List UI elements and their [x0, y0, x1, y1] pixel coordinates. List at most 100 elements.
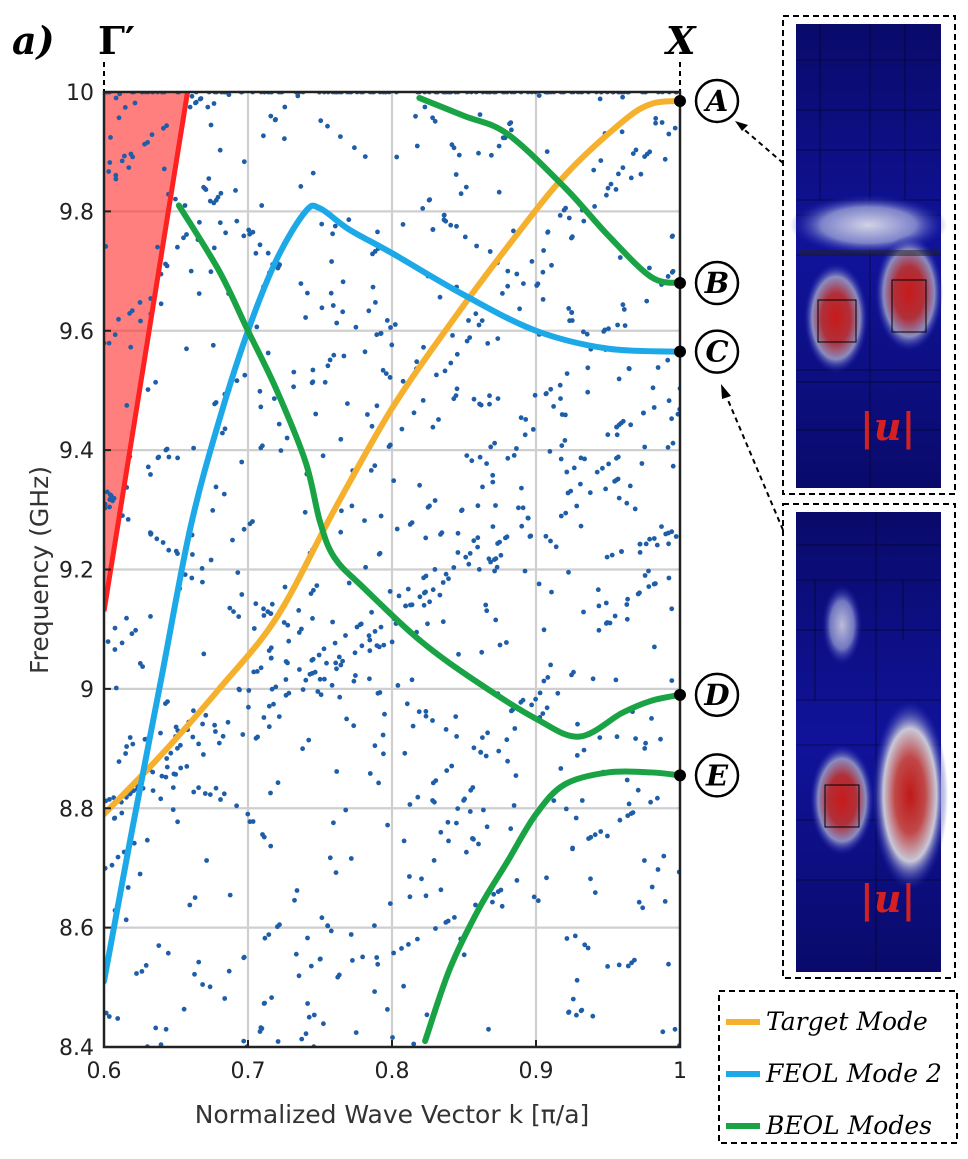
scatter-point	[522, 568, 528, 574]
scatter-point	[389, 639, 395, 645]
scatter-point	[184, 346, 189, 352]
scatter-point	[251, 626, 257, 631]
scatter-point	[564, 371, 570, 376]
scatter-point	[613, 677, 619, 683]
scatter-point	[239, 459, 245, 465]
scatter-point	[544, 705, 550, 711]
scatter-point	[105, 639, 111, 644]
scatter-point	[213, 197, 219, 203]
scatter-point	[493, 556, 499, 561]
scatter-point	[537, 690, 543, 696]
series-line-beol-modes	[175, 202, 680, 740]
scatter-point	[640, 905, 646, 911]
scatter-point	[405, 586, 411, 592]
scatter-point	[387, 589, 393, 594]
scatter-point	[262, 1000, 267, 1006]
scatter-point	[595, 587, 601, 593]
scatter-point	[154, 536, 160, 542]
marker-circle	[694, 753, 740, 798]
x-tick-label: 1	[673, 1059, 687, 1084]
scatter-point	[566, 215, 572, 221]
scatter-point	[626, 801, 632, 807]
scatter-point	[190, 552, 195, 557]
scatter-point	[422, 104, 428, 110]
y-tick-label: 9.2	[59, 559, 94, 584]
scatter-point	[646, 584, 652, 589]
scatter-point	[653, 116, 659, 121]
scatter-point	[271, 701, 276, 707]
scatter-point	[319, 221, 325, 227]
scatter-point	[498, 552, 504, 558]
scatter-point	[485, 341, 491, 346]
scatter-point	[250, 519, 255, 524]
legend-label: FEOL Mode 2	[765, 1059, 942, 1088]
scatter-point	[431, 858, 437, 863]
scatter-point	[112, 815, 118, 821]
scatter-point	[298, 184, 304, 189]
scatter-point	[419, 876, 424, 882]
scatter-point	[296, 973, 302, 979]
scatter-point	[603, 486, 608, 492]
scatter-point	[165, 950, 171, 956]
scatter-point	[336, 654, 342, 660]
scatter-point	[423, 589, 428, 595]
scatter-point	[449, 142, 455, 148]
scatter-point	[480, 735, 485, 740]
scatter-point	[113, 685, 119, 691]
scatter-point	[479, 649, 485, 655]
scatter-point	[670, 463, 676, 469]
scatter-point	[153, 379, 159, 385]
scatter-point	[328, 928, 334, 934]
scatter-point	[362, 154, 368, 160]
scatter-point	[622, 323, 628, 328]
scatter-point	[394, 526, 400, 532]
scatter-point	[168, 750, 174, 756]
scatter-point	[258, 665, 264, 671]
scatter-point	[511, 453, 517, 458]
scatter-point	[625, 813, 631, 819]
scatter-point	[275, 780, 281, 786]
scatter-point	[570, 996, 576, 1002]
scatter-point	[493, 503, 498, 508]
scatter-point	[500, 135, 506, 141]
y-axis-label: Frequency (GHz)	[25, 466, 54, 674]
scatter-point	[360, 954, 365, 960]
scatter-point	[150, 769, 156, 775]
mode-curves	[104, 92, 680, 1045]
scatter-point	[253, 601, 259, 607]
scatter-point	[438, 829, 444, 835]
scatter-point	[191, 445, 197, 451]
scatter-point	[213, 484, 219, 490]
scatter-point	[669, 529, 675, 535]
scatter-point	[454, 386, 460, 392]
scatter-point	[572, 933, 578, 939]
scatter-point	[588, 876, 593, 882]
scatter-point	[266, 648, 272, 653]
scatter-point	[321, 1021, 326, 1027]
scatter-point	[350, 958, 355, 963]
scatter-point	[246, 704, 251, 710]
scatter-point	[190, 734, 196, 740]
scatter-point	[642, 444, 648, 450]
scatter-point	[208, 269, 214, 275]
scatter-point	[153, 1025, 159, 1031]
scatter-point	[261, 133, 266, 139]
scatter-point	[409, 677, 415, 683]
scatter-point	[478, 749, 483, 755]
scatter-point	[306, 1014, 312, 1020]
scatter-point	[669, 269, 675, 275]
scatter-point	[372, 923, 377, 928]
scatter-point	[322, 379, 328, 385]
scatter-point	[660, 1029, 666, 1035]
scatter-point	[624, 777, 630, 783]
scatter-point	[536, 93, 542, 98]
scatter-point	[246, 227, 252, 233]
inset-displacement-label: |u|	[860, 404, 915, 449]
scatter-point	[421, 602, 427, 608]
scatter-point	[427, 599, 432, 605]
scatter-point	[175, 244, 180, 250]
scatter-point	[443, 571, 449, 577]
scatter-point	[378, 331, 384, 336]
scatter-point	[468, 787, 474, 793]
scatter-point	[303, 677, 309, 683]
